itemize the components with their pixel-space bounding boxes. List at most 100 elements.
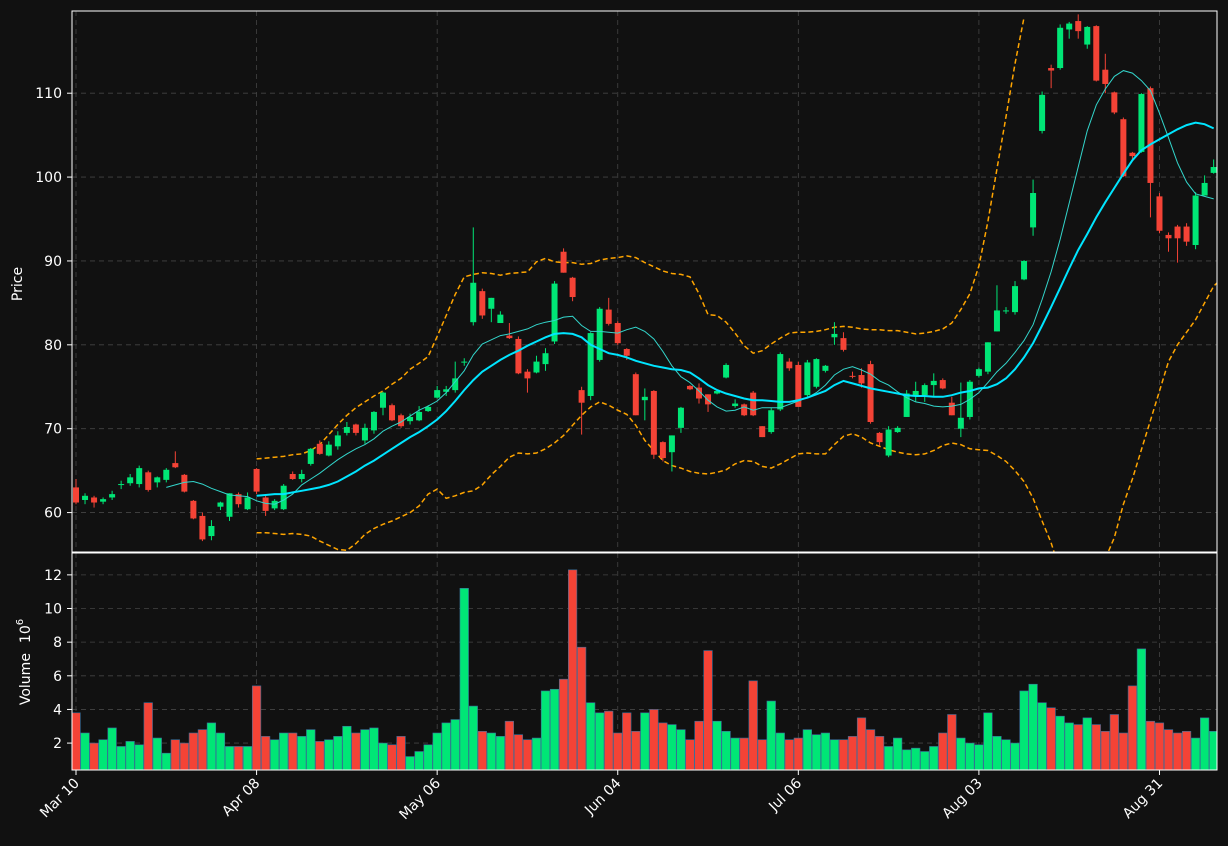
candle-body (786, 361, 793, 369)
volume-bar (306, 729, 316, 770)
volume-bar (811, 734, 821, 770)
candle-body (605, 309, 612, 324)
candle (1075, 14, 1082, 39)
candle (334, 431, 341, 450)
volume-bar (396, 736, 406, 770)
volume-bar (1028, 683, 1038, 770)
candle-body (696, 387, 703, 399)
volume-bar (613, 732, 623, 770)
volume-bar (432, 732, 442, 770)
volume-bar (775, 732, 785, 770)
volume-bar (495, 736, 505, 770)
volume-panel-frame (71, 552, 1218, 771)
volume-bar (1136, 648, 1147, 770)
candle (813, 358, 820, 389)
candle (1084, 26, 1091, 49)
candle-body (352, 424, 359, 433)
candle (1093, 25, 1100, 82)
candle (307, 447, 314, 466)
candle (361, 423, 368, 444)
candle (398, 413, 405, 428)
candle (930, 373, 937, 396)
candle (1111, 91, 1118, 115)
candle-body (343, 427, 350, 433)
price-tick-label: 60 (44, 506, 62, 522)
volume-bar (1118, 732, 1128, 770)
volume-bar (206, 722, 217, 770)
volume-bar (1019, 690, 1029, 770)
candle (434, 385, 441, 399)
volume-bar (387, 744, 397, 770)
candle (497, 311, 504, 324)
candle (190, 499, 197, 520)
candle (732, 399, 739, 408)
volume-bar (1037, 702, 1047, 770)
candle (939, 378, 946, 390)
candle (705, 394, 712, 412)
candle (650, 390, 657, 459)
candle (696, 383, 703, 404)
volume-bar (847, 736, 858, 770)
candle (452, 361, 459, 393)
volume-bar (902, 749, 912, 770)
candle-body (560, 251, 567, 273)
volume-bar (188, 732, 198, 770)
candle (885, 426, 892, 458)
candle-body (262, 497, 269, 511)
candle-body (208, 525, 215, 537)
volume-bar (640, 712, 650, 770)
candle-body (1138, 94, 1145, 152)
candle-body (623, 349, 630, 356)
candle-body (686, 385, 693, 390)
volume-bar (974, 744, 984, 770)
candle-body (1093, 26, 1100, 81)
volume-bar (1010, 742, 1020, 770)
candle-body (136, 468, 143, 485)
volume-tick-label: 12 (44, 568, 62, 584)
volume-bar (1163, 729, 1174, 770)
volume-bar (459, 588, 469, 770)
candle-body (659, 442, 666, 459)
candle-body (714, 390, 721, 394)
volume-bar (649, 709, 659, 770)
volume-bar (631, 731, 641, 770)
candle (280, 484, 287, 511)
volume-bar (685, 739, 695, 770)
candle (677, 406, 684, 433)
candle (145, 470, 152, 492)
volume-bar (233, 746, 244, 770)
volume-bar (1145, 720, 1156, 770)
candle-body (975, 369, 982, 376)
candle (1201, 175, 1208, 196)
candle (298, 469, 305, 483)
candle-body (813, 359, 820, 387)
candle-body (939, 380, 946, 389)
volume-bar (1200, 717, 1210, 770)
candle-body (768, 410, 775, 433)
volume-bar (911, 747, 921, 770)
candle (632, 372, 639, 416)
candle (750, 390, 757, 417)
candle-body (452, 378, 459, 391)
volume-bar (297, 736, 307, 770)
volume-bar (604, 710, 614, 770)
volume-bar (513, 734, 524, 770)
volume-bar (450, 719, 460, 770)
candle-body (867, 364, 874, 422)
candle-body (984, 342, 991, 372)
candle-body (876, 432, 883, 443)
candle (479, 288, 486, 319)
candle (984, 342, 991, 375)
candle-body (82, 495, 89, 500)
volume-bar (793, 737, 803, 770)
candle (1120, 117, 1127, 178)
candle (443, 385, 450, 396)
candle-body (307, 448, 314, 464)
candle (370, 411, 377, 434)
candle (289, 471, 296, 480)
candle-body (434, 390, 441, 398)
volume-bar (1064, 722, 1074, 770)
candle-body (1039, 94, 1046, 131)
candle-body (1129, 152, 1136, 157)
